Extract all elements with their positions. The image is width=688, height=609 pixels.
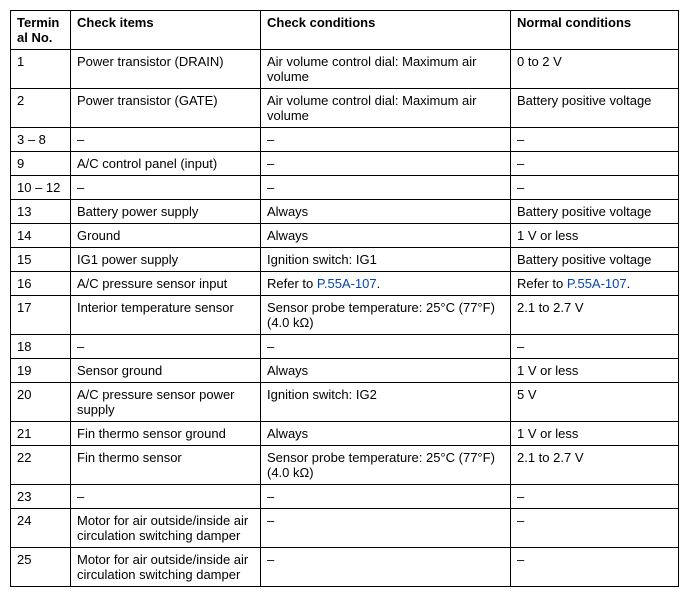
cell-check-conditions: – (261, 509, 511, 548)
cell-check-items: – (71, 176, 261, 200)
cell-check-items: A/C pressure sensor power supply (71, 383, 261, 422)
cell-check-conditions: – (261, 335, 511, 359)
cell-terminal: 22 (11, 446, 71, 485)
header-check-conditions: Check conditions (261, 11, 511, 50)
cell-check-items: Motor for air outside/inside air circula… (71, 548, 261, 587)
table-row: 9A/C control panel (input)–– (11, 152, 679, 176)
cell-check-conditions: Sensor probe temperature: 25°C (77°F) (4… (261, 296, 511, 335)
cell-terminal: 14 (11, 224, 71, 248)
cell-normal-conditions: 2.1 to 2.7 V (511, 446, 679, 485)
header-normal-conditions: Normal conditions (511, 11, 679, 50)
table-row: 10 – 12––– (11, 176, 679, 200)
cell-normal-conditions: Battery positive voltage (511, 248, 679, 272)
cell-normal-conditions: 1 V or less (511, 224, 679, 248)
cell-check-items: Fin thermo sensor (71, 446, 261, 485)
cell-terminal: 25 (11, 548, 71, 587)
table-row: 20A/C pressure sensor power supplyIgniti… (11, 383, 679, 422)
cell-check-items: – (71, 335, 261, 359)
cell-check-items: Power transistor (GATE) (71, 89, 261, 128)
table-row: 2Power transistor (GATE)Air volume contr… (11, 89, 679, 128)
cell-normal-conditions: 5 V (511, 383, 679, 422)
table-row: 22Fin thermo sensorSensor probe temperat… (11, 446, 679, 485)
cell-terminal: 9 (11, 152, 71, 176)
cell-terminal: 20 (11, 383, 71, 422)
reference-link[interactable]: P.55A-107 (317, 276, 377, 291)
cell-check-items: IG1 power supply (71, 248, 261, 272)
cell-terminal: 17 (11, 296, 71, 335)
cell-terminal: 19 (11, 359, 71, 383)
cell-check-conditions: – (261, 152, 511, 176)
table-row: 1Power transistor (DRAIN)Air volume cont… (11, 50, 679, 89)
cell-normal-conditions: 1 V or less (511, 422, 679, 446)
terminal-check-table: Terminal No. Check items Check condition… (10, 10, 679, 587)
table-body: 1Power transistor (DRAIN)Air volume cont… (11, 50, 679, 587)
cell-check-items: Motor for air outside/inside air circula… (71, 509, 261, 548)
header-terminal: Terminal No. (11, 11, 71, 50)
cell-normal-conditions: – (511, 128, 679, 152)
cell-check-items: Interior temperature sensor (71, 296, 261, 335)
table-row: 24Motor for air outside/inside air circu… (11, 509, 679, 548)
cell-check-items: – (71, 128, 261, 152)
cell-terminal: 23 (11, 485, 71, 509)
header-check-items: Check items (71, 11, 261, 50)
cell-check-items: Sensor ground (71, 359, 261, 383)
cell-check-conditions: Ignition switch: IG2 (261, 383, 511, 422)
cell-check-items: Power transistor (DRAIN) (71, 50, 261, 89)
cell-terminal: 3 – 8 (11, 128, 71, 152)
cell-normal-conditions: – (511, 176, 679, 200)
cell-terminal: 15 (11, 248, 71, 272)
cell-normal-conditions: – (511, 152, 679, 176)
cell-check-items: A/C control panel (input) (71, 152, 261, 176)
table-row: 16A/C pressure sensor inputRefer to P.55… (11, 272, 679, 296)
cell-check-conditions: Refer to P.55A-107. (261, 272, 511, 296)
cell-normal-conditions: – (511, 548, 679, 587)
cell-check-items: Fin thermo sensor ground (71, 422, 261, 446)
table-row: 13Battery power supply AlwaysBattery pos… (11, 200, 679, 224)
cell-normal-conditions: 2.1 to 2.7 V (511, 296, 679, 335)
cell-check-conditions: Ignition switch: IG1 (261, 248, 511, 272)
cell-terminal: 10 – 12 (11, 176, 71, 200)
cell-check-conditions: Always (261, 224, 511, 248)
cell-normal-conditions: Battery positive voltage (511, 200, 679, 224)
cell-check-conditions: Air volume control dial: Maximum air vol… (261, 89, 511, 128)
table-row: 17Interior temperature sensorSensor prob… (11, 296, 679, 335)
cell-normal-conditions: – (511, 485, 679, 509)
cell-terminal: 21 (11, 422, 71, 446)
cell-check-conditions: – (261, 548, 511, 587)
cell-check-conditions: Sensor probe temperature: 25°C (77°F) (4… (261, 446, 511, 485)
cell-check-items: A/C pressure sensor input (71, 272, 261, 296)
reference-link[interactable]: P.55A-107 (567, 276, 627, 291)
cell-check-items: – (71, 485, 261, 509)
cell-terminal: 16 (11, 272, 71, 296)
cell-terminal: 13 (11, 200, 71, 224)
cell-check-conditions: Always (261, 422, 511, 446)
cell-check-conditions: Always (261, 200, 511, 224)
cell-check-conditions: – (261, 485, 511, 509)
cell-terminal: 1 (11, 50, 71, 89)
cell-normal-conditions: – (511, 509, 679, 548)
table-row: 23––– (11, 485, 679, 509)
table-row: 25Motor for air outside/inside air circu… (11, 548, 679, 587)
cell-check-conditions: Always (261, 359, 511, 383)
cell-terminal: 2 (11, 89, 71, 128)
table-row: 14Ground Always1 V or less (11, 224, 679, 248)
cell-check-conditions: – (261, 176, 511, 200)
cell-normal-conditions: Battery positive voltage (511, 89, 679, 128)
table-row: 21Fin thermo sensor groundAlways1 V or l… (11, 422, 679, 446)
table-row: 18––– (11, 335, 679, 359)
cell-normal-conditions: Refer to P.55A-107. (511, 272, 679, 296)
cell-check-conditions: – (261, 128, 511, 152)
cell-check-items: Battery power supply (71, 200, 261, 224)
table-row: 19Sensor groundAlways1 V or less (11, 359, 679, 383)
table-header-row: Terminal No. Check items Check condition… (11, 11, 679, 50)
cell-check-conditions: Air volume control dial: Maximum air vol… (261, 50, 511, 89)
cell-terminal: 18 (11, 335, 71, 359)
cell-normal-conditions: 0 to 2 V (511, 50, 679, 89)
table-row: 15IG1 power supplyIgnition switch: IG1Ba… (11, 248, 679, 272)
cell-terminal: 24 (11, 509, 71, 548)
table-row: 3 – 8––– (11, 128, 679, 152)
cell-normal-conditions: 1 V or less (511, 359, 679, 383)
cell-normal-conditions: – (511, 335, 679, 359)
cell-check-items: Ground (71, 224, 261, 248)
